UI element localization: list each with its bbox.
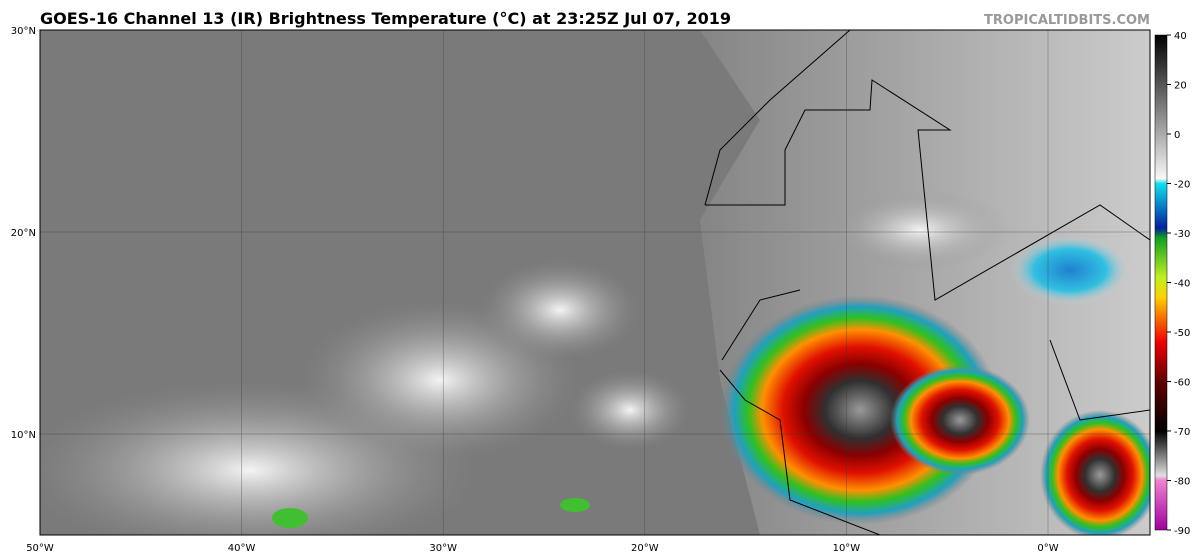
colorbar-tick-label: -90	[1174, 526, 1190, 537]
colorbar-tick-label: -50	[1174, 328, 1190, 339]
lat-label: 30°N	[11, 26, 36, 37]
lon-label: 0°W	[1037, 543, 1058, 554]
lat-label: 20°N	[11, 228, 36, 239]
colorbar-tick-label: -60	[1174, 378, 1190, 389]
site-credit: TROPICALTIDBITS.COM	[984, 13, 1150, 28]
title: GOES-16 Channel 13 (IR) Brightness Tempe…	[40, 9, 731, 28]
lon-label: 40°W	[228, 543, 256, 554]
colorbar-tick-label: 0	[1174, 130, 1180, 141]
colorbar-tick-label: -20	[1174, 180, 1190, 191]
lon-label: 20°W	[631, 543, 659, 554]
colorbar-tick-label: -70	[1174, 427, 1190, 438]
lat-label: 10°N	[11, 430, 36, 441]
lon-label: 30°W	[429, 543, 457, 554]
map-frame	[39, 29, 1151, 536]
colorbar-tick-label: -80	[1174, 477, 1190, 488]
satellite-image	[40, 30, 1150, 535]
colorbar-tick-label: 20	[1174, 81, 1187, 92]
lon-label: 10°W	[833, 543, 861, 554]
lon-label: 50°W	[26, 543, 54, 554]
colorbar	[1154, 34, 1168, 531]
colorbar-tick-label: -40	[1174, 279, 1190, 290]
colorbar-tick-label: -30	[1174, 229, 1190, 240]
colorbar-tick-label: 40	[1174, 31, 1187, 42]
graticule	[40, 30, 1150, 535]
